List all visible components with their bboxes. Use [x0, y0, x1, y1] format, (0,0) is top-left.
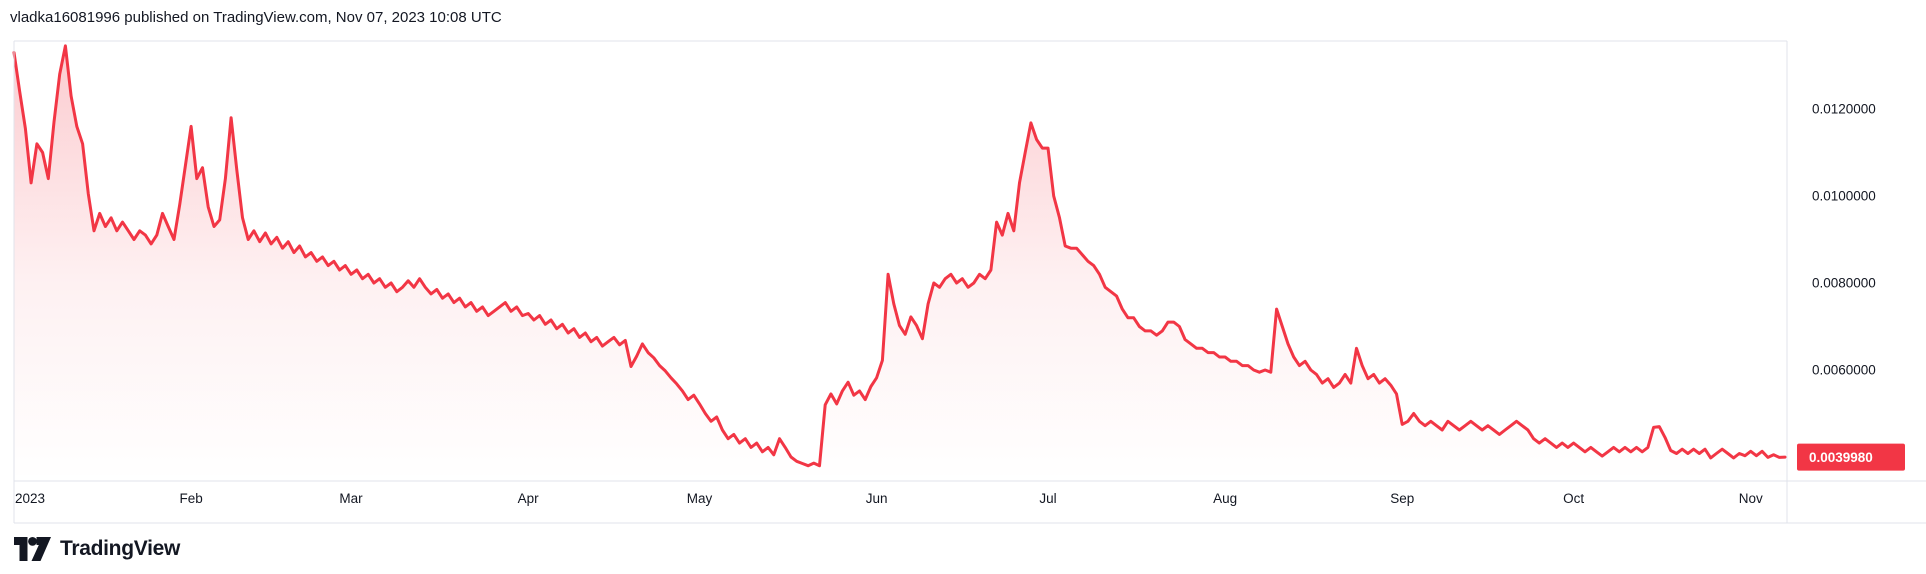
- x-axis-label-apr: Apr: [518, 491, 540, 506]
- y-axis-label-0.0100000: 0.0100000: [1812, 189, 1876, 204]
- x-axis-label-nov: Nov: [1739, 491, 1763, 506]
- x-axis-label-2023: 2023: [15, 491, 45, 506]
- y-axis-label-0.0120000: 0.0120000: [1812, 102, 1876, 117]
- y-axis-label-0.0080000: 0.0080000: [1812, 276, 1876, 291]
- x-axis-label-sep: Sep: [1390, 491, 1414, 506]
- last-price-badge-label: 0.0039980: [1809, 450, 1873, 465]
- attribution-header: vladka16081996 published on TradingView.…: [10, 9, 502, 26]
- x-axis-label-mar: Mar: [339, 491, 363, 506]
- price-area-fill: [14, 45, 1785, 481]
- last-price-badge: [1797, 443, 1905, 471]
- tradingview-logo-text: TradingView: [60, 537, 181, 560]
- x-axis-label-feb: Feb: [179, 491, 202, 506]
- price-line: [12, 44, 1787, 468]
- x-axis-label-jul: Jul: [1039, 491, 1056, 506]
- x-axis-label-oct: Oct: [1563, 491, 1584, 506]
- tradingview-logo-icon: [14, 536, 51, 561]
- tradingview-logo[interactable]: TradingView: [14, 534, 180, 564]
- x-axis-label-jun: Jun: [866, 491, 888, 506]
- x-axis-label-may: May: [687, 491, 713, 506]
- x-axis-label-aug: Aug: [1213, 491, 1237, 506]
- y-axis-label-0.0060000: 0.0060000: [1812, 363, 1876, 378]
